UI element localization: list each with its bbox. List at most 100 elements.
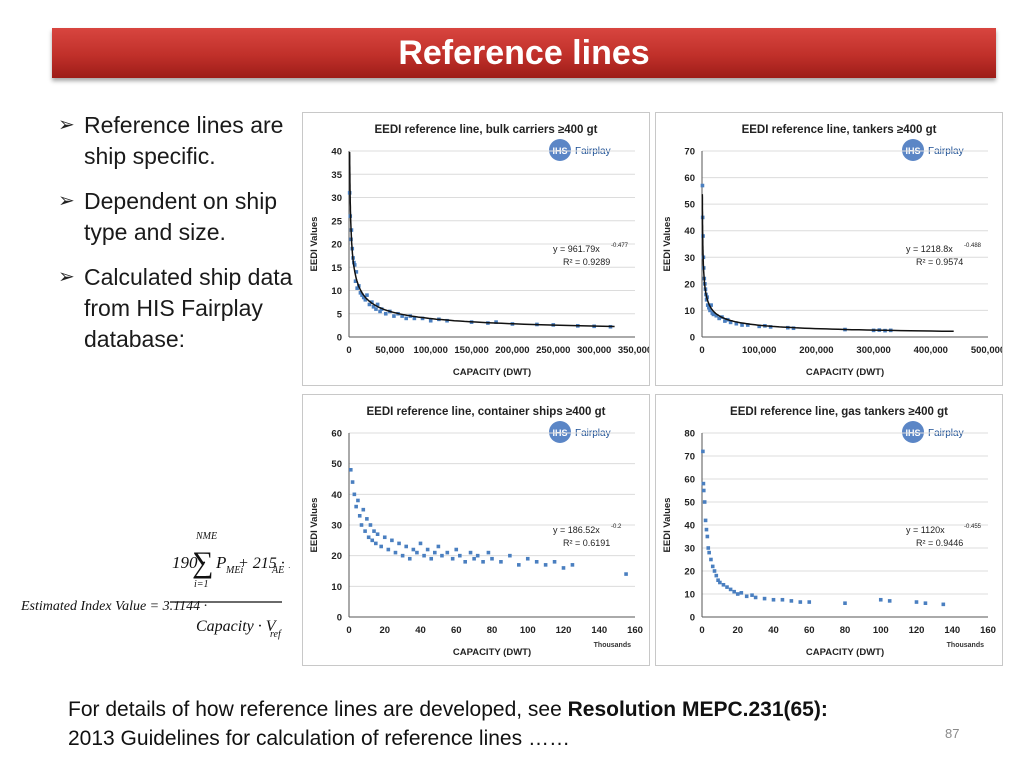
- data-point: [374, 307, 378, 311]
- data-point: [361, 507, 366, 512]
- trend-r-squared: R² = 0.9289: [563, 257, 610, 267]
- data-point: [454, 547, 459, 552]
- chart-gas-tankers: EEDI reference line, gas tankers ≥400 gt…: [655, 394, 1003, 666]
- data-point: [352, 263, 357, 267]
- data-point: [372, 529, 376, 533]
- data-point: [534, 560, 539, 564]
- chart-title: EEDI reference line, container ships ≥40…: [367, 406, 606, 418]
- data-point: [710, 564, 715, 569]
- resolution-reference: Resolution MEPC.231(65):: [567, 698, 828, 721]
- data-point: [378, 309, 382, 314]
- data-point: [422, 553, 426, 558]
- data-point: [717, 316, 721, 321]
- logo-globe-icon: [902, 139, 924, 161]
- data-point: [392, 314, 396, 318]
- data-point: [701, 488, 706, 493]
- x-tick-label: 100,000: [414, 345, 448, 356]
- y-tick-label: 80: [684, 429, 695, 440]
- formula-lhs: Estimated Index Value = 3.1144 ·: [20, 599, 207, 614]
- x-tick-label: 20: [732, 625, 743, 636]
- footer-text-2: 2013 Guidelines for calculation of refer…: [68, 727, 570, 750]
- logo-globe-icon: [549, 139, 571, 161]
- bullet-item: ➢ Reference lines are ship specific.: [58, 110, 298, 172]
- data-point: [371, 304, 376, 309]
- arrow-bullet-icon: ➢: [58, 190, 75, 212]
- index-formula: Estimated Index Value = 3.1144 · NME 190…: [20, 531, 290, 640]
- y-tick-label: 50: [684, 200, 695, 211]
- data-point: [705, 303, 710, 307]
- bulk-carriers-chart-svg: EEDI reference line, bulk carriers ≥400 …: [309, 124, 649, 378]
- data-point: [418, 541, 423, 546]
- data-point: [735, 592, 740, 596]
- y-tick-label: 10: [684, 306, 695, 317]
- trend-equation: y = 961.79x: [553, 244, 600, 254]
- data-point: [490, 556, 494, 561]
- data-point: [375, 532, 380, 536]
- summation-symbol: ∑: [192, 546, 213, 579]
- data-point: [356, 498, 360, 503]
- formula-term1-sub: MEi: [225, 565, 243, 576]
- y-tick-label: 60: [331, 429, 342, 440]
- data-point: [440, 553, 444, 558]
- formula-term1: P: [215, 553, 226, 572]
- x-tick-label: 160: [980, 625, 996, 636]
- y-tick-label: 35: [331, 170, 342, 181]
- x-axis-label: CAPACITY (DWT): [453, 367, 531, 378]
- bullet-item: ➢ Dependent on ship type and size.: [58, 186, 298, 248]
- x-tick-label: 160: [627, 625, 643, 636]
- data-point: [359, 523, 364, 527]
- trend-r-squared: R² = 0.6191: [563, 538, 610, 548]
- data-point: [365, 293, 369, 297]
- data-point: [379, 544, 383, 549]
- x-tick-label: 350,000: [618, 345, 649, 356]
- y-axis-label: EEDI Values: [309, 498, 320, 553]
- y-tick-label: 40: [331, 490, 342, 501]
- x-tick-label: 200,000: [799, 345, 833, 356]
- data-point: [732, 589, 736, 594]
- data-point: [366, 535, 371, 540]
- chart-title: EEDI reference line, bulk carriers ≥400 …: [375, 124, 598, 136]
- data-point: [762, 596, 767, 601]
- data-point: [707, 550, 711, 555]
- data-point: [771, 597, 776, 602]
- data-point: [704, 527, 709, 532]
- data-point: [352, 492, 357, 497]
- formula-sum-lower: i=1: [194, 579, 209, 590]
- data-point: [365, 517, 369, 521]
- data-point: [941, 602, 946, 607]
- x-tick-label: 60: [804, 625, 815, 636]
- data-point: [708, 308, 712, 313]
- y-tick-label: 40: [331, 147, 342, 158]
- trend-equation: y = 1120x: [906, 525, 945, 535]
- bullet-text: Reference lines are ship specific.: [84, 112, 284, 169]
- chart-container-ships: EEDI reference line, container ships ≥40…: [302, 394, 650, 666]
- y-tick-label: 25: [331, 216, 342, 227]
- data-point: [543, 563, 548, 567]
- y-axis-label: EEDI Values: [662, 498, 673, 553]
- data-point: [374, 541, 378, 546]
- data-point: [499, 560, 503, 564]
- trend-r-squared: R² = 0.9574: [916, 257, 963, 267]
- data-point: [745, 323, 750, 327]
- x-tick-label: 120: [909, 625, 925, 636]
- x-tick-label: 80: [840, 625, 851, 636]
- y-tick-label: 0: [337, 613, 342, 624]
- data-point: [709, 303, 713, 307]
- data-point: [370, 538, 375, 543]
- data-point: [429, 556, 434, 561]
- y-tick-label: 20: [684, 279, 695, 290]
- y-tick-label: 70: [684, 452, 695, 463]
- x-tick-label: 300,000: [577, 345, 611, 356]
- y-tick-label: 60: [684, 173, 695, 184]
- data-point: [390, 538, 394, 543]
- data-point: [923, 601, 928, 605]
- data-point: [789, 599, 794, 603]
- power-trendline: [701, 194, 954, 333]
- trend-equation: y = 186.52x: [553, 525, 600, 535]
- data-point: [517, 563, 521, 567]
- formula-denominator: Capacity · V: [196, 618, 278, 635]
- bullet-text: Dependent on ship type and size.: [84, 188, 278, 245]
- y-tick-label: 50: [684, 498, 695, 509]
- ihs-fairplay-logo: IHS Fairplay: [549, 139, 611, 161]
- data-point: [709, 557, 713, 562]
